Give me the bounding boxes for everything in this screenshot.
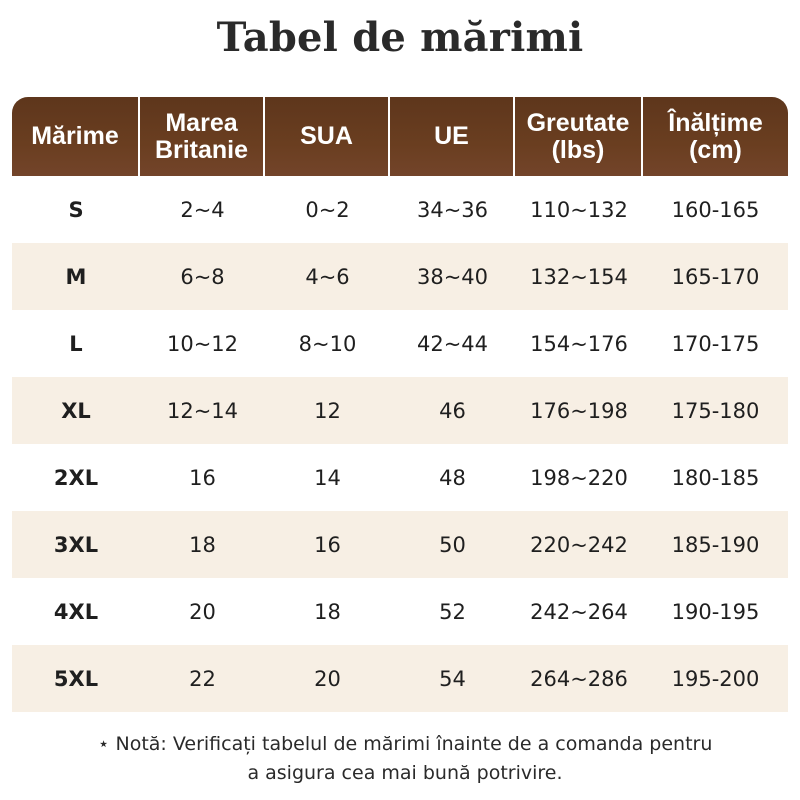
header-height: Înălțime (cm) [643,97,788,176]
cell-uk: 22 [140,645,265,712]
cell-us: 14 [314,465,341,490]
cell-eu: 34~36 [416,197,489,222]
table-row: 3XL 18 16 50 220~242 185-190 [12,511,788,578]
size-chart-table: Mărime Marea Britanie SUA UE Greutate (l… [12,97,788,712]
header-weight-line-1: Greutate [526,108,630,137]
header-us: SUA [265,97,390,176]
table-header-row: Mărime Marea Britanie SUA UE Greutate (l… [12,97,788,176]
cell-height: 165-170 [643,243,788,310]
cell-size: XL [12,377,140,444]
cell-size: S [68,197,84,222]
header-weight: Greutate (lbs) [515,97,643,176]
cell-height: 175-180 [643,377,788,444]
cell-eu: 42~44 [416,331,489,356]
cell-us: 0~2 [305,197,350,222]
cell-weight: 132~154 [515,243,643,310]
cell-height: 185-190 [643,511,788,578]
note-line-1: Notă: Verificați tabelul de mărimi înain… [115,733,713,755]
cell-eu: 38~40 [390,243,515,310]
cell-weight: 220~242 [515,511,643,578]
page-title: Tabel de mărimi [216,14,584,61]
cell-height: 180-185 [671,465,760,490]
cell-uk: 18 [140,511,265,578]
cell-eu: 52 [439,599,466,624]
cell-uk: 20 [189,599,216,624]
note-line-2: a asigura cea mai bună potrivire. [247,762,563,784]
header-uk-line-1: Marea [165,108,238,137]
cell-weight: 198~220 [530,465,628,490]
table-row: XL 12~14 12 46 176~198 175-180 [12,377,788,444]
cell-size: 2XL [53,465,99,490]
header-height-line-1: Înălțime [668,108,763,137]
cell-size: 4XL [53,599,99,624]
cell-us: 16 [265,511,390,578]
cell-height: 160-165 [671,197,760,222]
header-eu: UE [390,97,515,176]
cell-uk: 12~14 [140,377,265,444]
header-size: Mărime [12,97,140,176]
cell-us: 8~10 [298,331,357,356]
cell-weight: 264~286 [515,645,643,712]
header-us-line-1: SUA [300,122,353,150]
cell-uk: 6~8 [140,243,265,310]
cell-us: 12 [265,377,390,444]
cell-height: 195-200 [643,645,788,712]
header-uk-line-2: Britanie [154,135,249,164]
header-weight-line-2: (lbs) [551,135,605,164]
cell-eu: 48 [439,465,466,490]
header-uk: Marea Britanie [140,97,265,176]
cell-uk: 16 [189,465,216,490]
cell-weight: 154~176 [530,331,628,356]
cell-height: 170-175 [671,331,760,356]
table-row: S 2~4 0~2 34~36 110~132 160-165 [12,176,788,243]
cell-eu: 50 [390,511,515,578]
header-size-line-1: Mărime [31,122,119,150]
cell-uk: 10~12 [166,331,239,356]
cell-eu: 54 [390,645,515,712]
cell-us: 18 [314,599,341,624]
cell-eu: 46 [390,377,515,444]
table-row: 5XL 22 20 54 264~286 195-200 [12,645,788,712]
table-row: M 6~8 4~6 38~40 132~154 165-170 [12,243,788,310]
cell-height: 190-195 [671,599,760,624]
table-row: 4XL 20 18 52 242~264 190-195 [12,578,788,645]
cell-us: 20 [265,645,390,712]
cell-size: 5XL [12,645,140,712]
asterisk-icon: ⋆ [97,733,110,755]
header-eu-line-1: UE [434,122,469,150]
header-height-line-2: (cm) [689,135,742,164]
cell-size: 3XL [12,511,140,578]
table-row: L 10~12 8~10 42~44 154~176 170-175 [12,310,788,377]
cell-size: M [12,243,140,310]
cell-weight: 176~198 [515,377,643,444]
size-note: ⋆ Notă: Verificați tabelul de mărimi înai… [40,730,770,788]
cell-weight: 110~132 [530,197,628,222]
cell-size: L [69,331,83,356]
cell-uk: 2~4 [180,197,225,222]
table-row: 2XL 16 14 48 198~220 180-185 [12,444,788,511]
cell-weight: 242~264 [530,599,628,624]
cell-us: 4~6 [265,243,390,310]
